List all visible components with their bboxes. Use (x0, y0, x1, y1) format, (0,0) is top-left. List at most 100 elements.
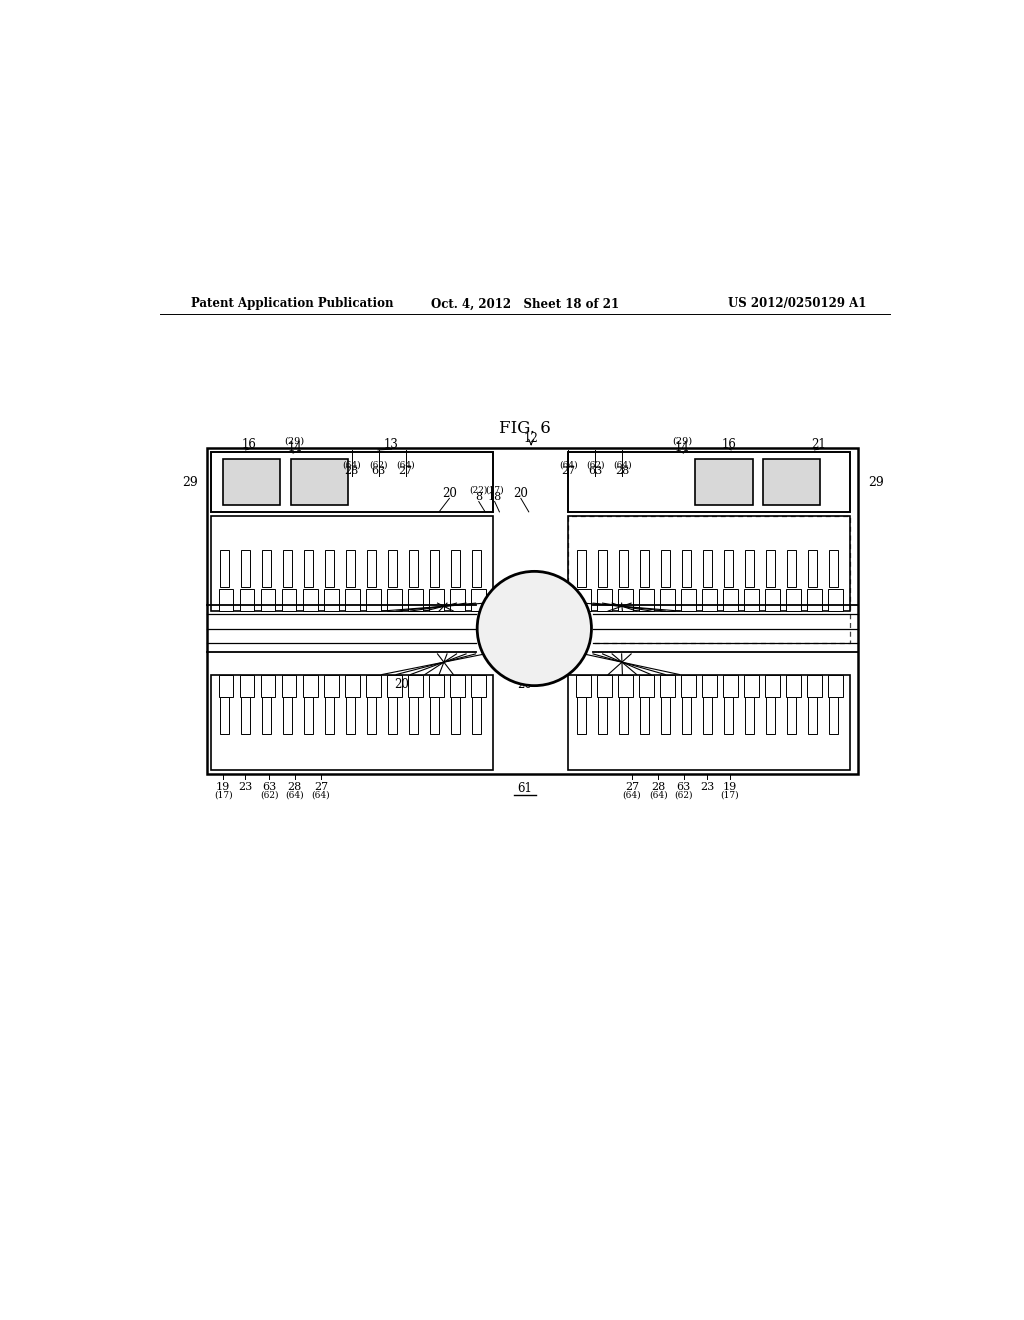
Text: 16: 16 (722, 438, 737, 451)
Bar (219, 589, 233, 611)
Text: 63: 63 (589, 466, 602, 477)
Bar (304, 550, 313, 587)
Bar (598, 697, 607, 734)
Bar (662, 697, 670, 734)
Text: 18: 18 (487, 492, 502, 502)
Text: 8: 8 (475, 492, 482, 502)
Text: 27: 27 (398, 466, 413, 477)
Text: (29): (29) (672, 437, 692, 446)
Bar (262, 697, 270, 734)
Bar (568, 453, 850, 512)
Bar (219, 675, 233, 697)
Bar (387, 675, 401, 697)
Bar (597, 589, 611, 611)
Bar (703, 550, 712, 587)
Circle shape (477, 572, 592, 685)
Bar (223, 459, 281, 506)
Bar (450, 675, 465, 697)
Bar (304, 697, 313, 734)
Bar (744, 589, 759, 611)
Bar (345, 589, 359, 611)
Bar (744, 675, 759, 697)
Text: (64): (64) (342, 461, 361, 470)
Bar (261, 589, 275, 611)
Bar (282, 589, 297, 611)
Bar (429, 675, 443, 697)
Text: (64): (64) (623, 791, 641, 800)
Text: 27: 27 (561, 466, 575, 477)
Bar (662, 550, 670, 587)
Text: Oct. 4, 2012   Sheet 18 of 21: Oct. 4, 2012 Sheet 18 of 21 (431, 297, 618, 310)
Text: 28: 28 (345, 466, 359, 477)
Bar (324, 675, 339, 697)
Bar (828, 589, 843, 611)
Bar (598, 550, 607, 587)
Text: (17): (17) (485, 486, 504, 495)
Text: 28: 28 (615, 466, 630, 477)
Bar (682, 697, 691, 734)
Text: 21: 21 (811, 438, 825, 451)
Text: (64): (64) (649, 791, 668, 800)
Text: 63: 63 (262, 783, 276, 792)
Bar (828, 675, 843, 697)
Bar (211, 453, 494, 512)
Text: 29: 29 (182, 477, 198, 488)
Text: 28: 28 (651, 783, 666, 792)
Bar (617, 589, 633, 611)
Text: (64): (64) (286, 791, 304, 800)
Text: 27: 27 (313, 783, 328, 792)
Text: 16: 16 (242, 438, 256, 451)
Bar (640, 697, 649, 734)
Bar (283, 697, 292, 734)
Bar (659, 675, 675, 697)
Text: (64): (64) (559, 461, 578, 470)
Bar (723, 675, 737, 697)
Bar (575, 675, 591, 697)
Text: (62): (62) (586, 461, 605, 470)
Bar (786, 589, 801, 611)
Bar (703, 697, 712, 734)
Bar (682, 550, 691, 587)
Bar (597, 675, 611, 697)
Text: 14: 14 (287, 441, 302, 454)
Bar (388, 697, 397, 734)
Bar (766, 697, 775, 734)
Bar (324, 589, 339, 611)
Text: 23: 23 (700, 783, 715, 792)
Bar (367, 697, 376, 734)
Bar (787, 697, 796, 734)
Bar (701, 675, 717, 697)
Bar (241, 697, 250, 734)
Bar (261, 675, 275, 697)
Bar (568, 516, 850, 611)
Bar (303, 589, 317, 611)
Bar (568, 675, 850, 770)
Bar (724, 697, 733, 734)
Text: 14: 14 (675, 441, 689, 454)
Bar (807, 675, 822, 697)
Bar (346, 550, 355, 587)
Text: (62): (62) (260, 791, 279, 800)
Bar (786, 675, 801, 697)
Bar (241, 550, 250, 587)
Bar (640, 550, 649, 587)
Text: (17): (17) (720, 791, 739, 800)
Bar (408, 589, 423, 611)
Bar (620, 697, 628, 734)
Bar (807, 589, 822, 611)
Bar (220, 697, 228, 734)
Bar (765, 589, 780, 611)
Bar (325, 697, 334, 734)
Bar (325, 550, 334, 587)
Bar (410, 550, 418, 587)
Text: Patent Application Publication: Patent Application Publication (191, 297, 394, 310)
Bar (766, 550, 775, 587)
Text: 20: 20 (513, 487, 528, 500)
Text: 19: 19 (216, 783, 230, 792)
Bar (410, 697, 418, 734)
Text: (64): (64) (613, 461, 632, 470)
Text: 20: 20 (517, 677, 532, 690)
Bar (283, 550, 292, 587)
Bar (471, 675, 485, 697)
Bar (345, 675, 359, 697)
